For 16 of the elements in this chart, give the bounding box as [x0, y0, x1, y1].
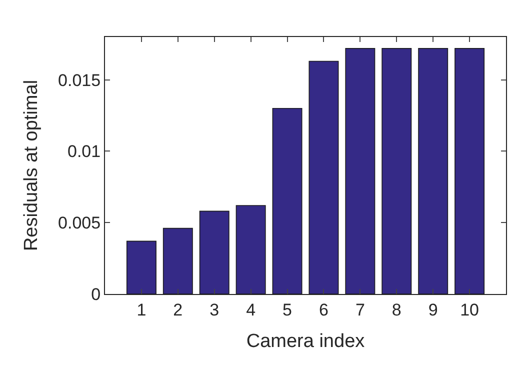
y-tick-label: 0.01	[68, 142, 101, 162]
x-tick-label: 7	[355, 300, 365, 320]
x-tick-label: 6	[318, 300, 328, 320]
x-tick-label: 5	[282, 300, 292, 320]
y-tick-label: 0	[91, 284, 101, 304]
x-tick-label: 9	[428, 300, 438, 320]
y-tick-label: 0.005	[58, 214, 101, 233]
x-tick-label: 8	[392, 300, 402, 320]
x-tick-label: 4	[246, 300, 256, 320]
x-tick-label: 10	[460, 300, 480, 320]
y-tick-label: 0.015	[58, 70, 101, 90]
x-tick-label: 1	[136, 300, 146, 320]
x-tick-label: 2	[173, 300, 183, 320]
x-tick-label: 3	[210, 300, 220, 320]
y-axis-title: Residuals at optimal	[20, 80, 42, 252]
x-axis-title: Camera index	[246, 331, 366, 352]
